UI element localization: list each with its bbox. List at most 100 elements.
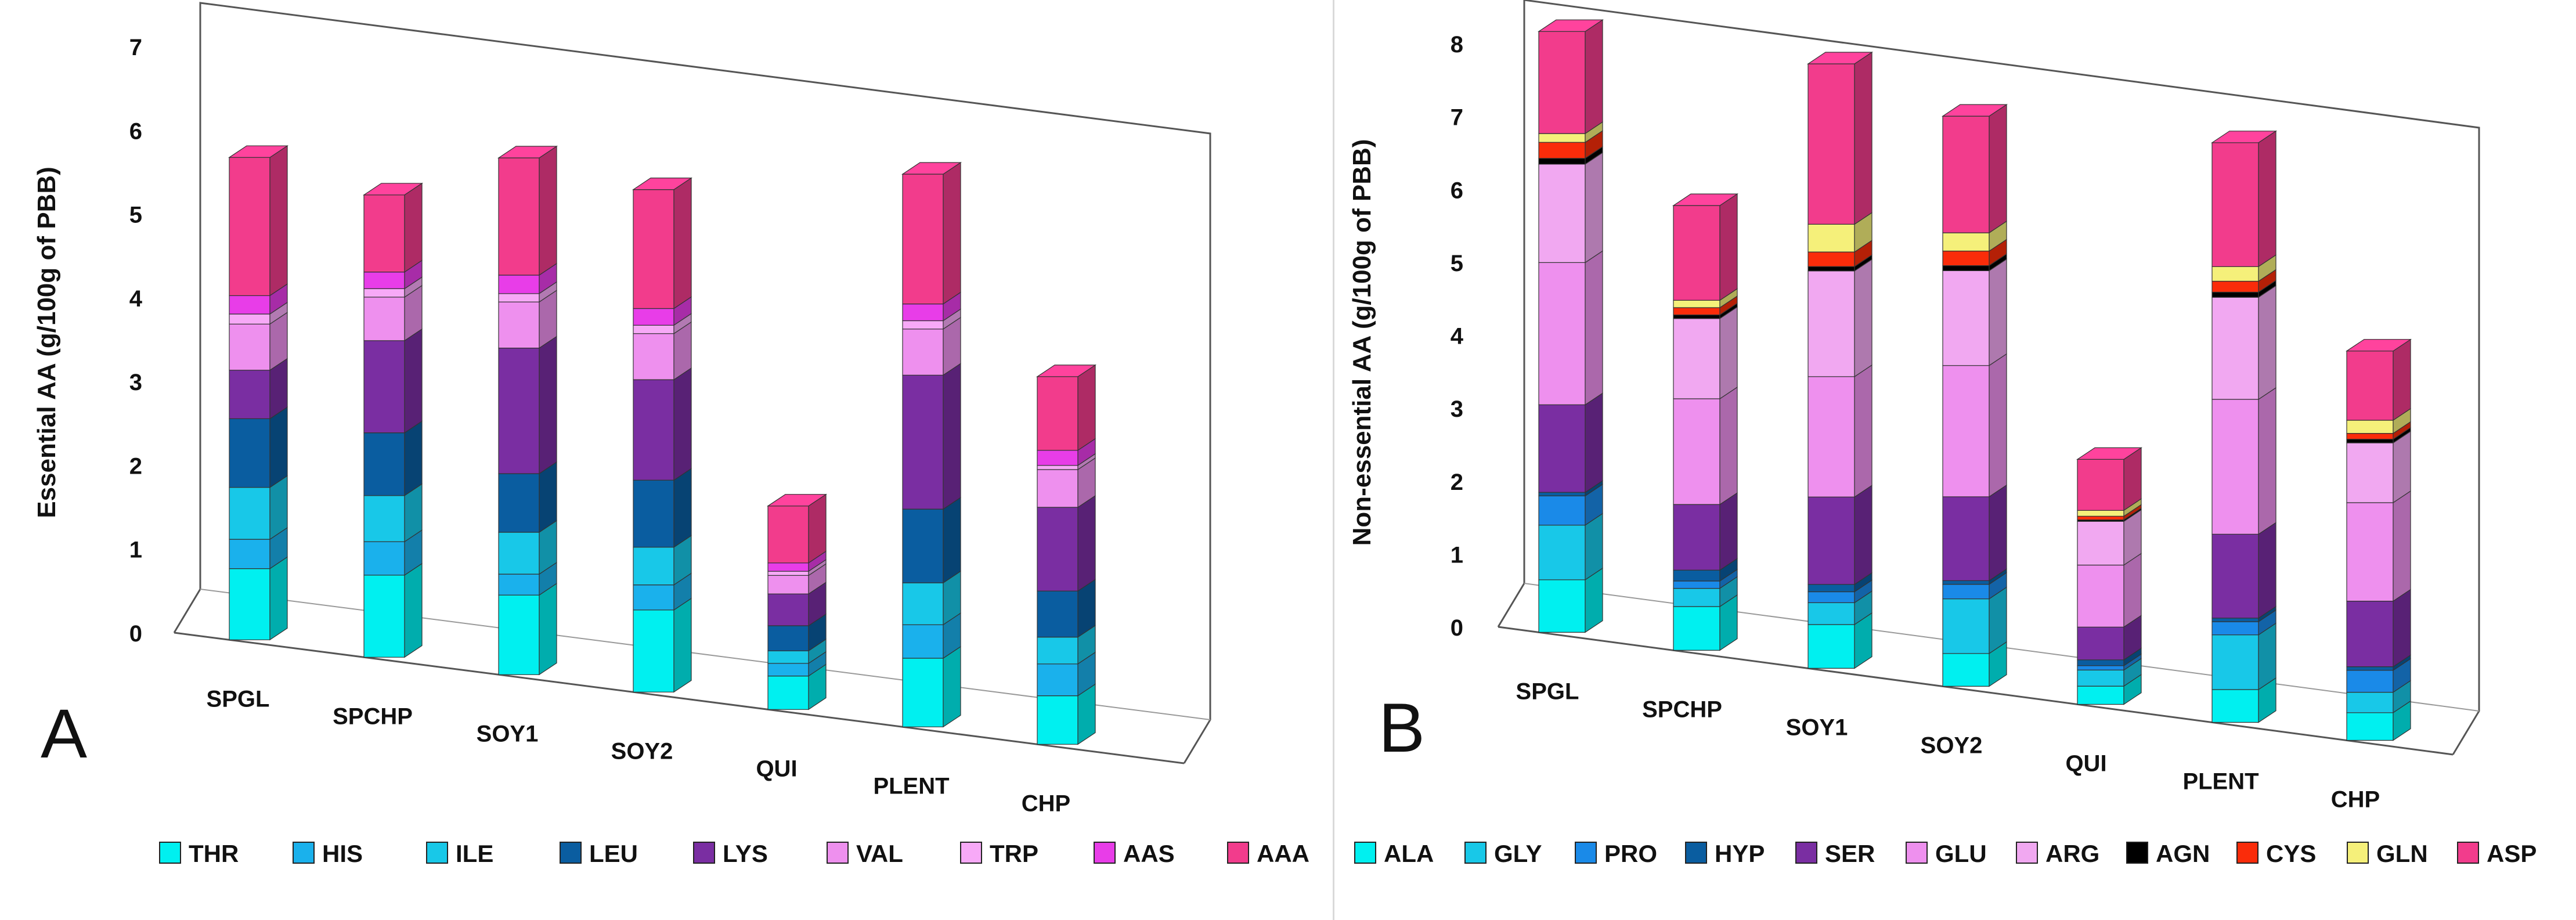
bar-segment-HIS <box>363 529 423 576</box>
bar-segment-THR <box>633 597 692 693</box>
y-tick-label: 4 <box>129 286 143 312</box>
legend-swatch <box>1685 842 1707 864</box>
bar-top <box>767 494 827 507</box>
x-tick-label: SPCHP <box>333 703 413 729</box>
bar-segment-AGN <box>2346 427 2411 444</box>
bar-segment-VAL <box>229 312 288 371</box>
bar-segment-LEU <box>363 420 423 496</box>
bar-PLENT <box>2211 130 2277 723</box>
legend-label: AAS <box>1123 840 1175 867</box>
y-tick-label: 6 <box>129 118 142 144</box>
bar-segment-HYP <box>1807 572 1873 593</box>
bar-segment-ILE <box>902 570 961 626</box>
y-tick-label: 1 <box>1451 542 1463 568</box>
bar-top <box>2076 447 2142 460</box>
legend-label: AAA <box>1257 840 1309 867</box>
legend-item-LEU: LEU <box>560 840 638 867</box>
bar-segment-SER <box>1807 485 1873 586</box>
bar-segment-SER <box>1538 392 1603 493</box>
bar-segment-ALA <box>2211 677 2276 723</box>
y-tick-label: 8 <box>1451 32 1463 57</box>
bar-segment-CYS <box>1942 239 2007 266</box>
y-tick-label: 5 <box>129 203 142 228</box>
x-tick-label: CHP <box>1022 791 1070 816</box>
legend-label: TRP <box>990 840 1038 867</box>
bar-segment-LYS <box>229 358 288 420</box>
legend-label: THR <box>189 840 239 867</box>
bar-segment-GLN <box>1942 220 2007 252</box>
legend-label: ALA <box>1384 840 1434 867</box>
bar-segment-LYS <box>363 328 423 434</box>
legend-swatch <box>1354 842 1376 864</box>
bar-segment-AAS <box>902 291 961 322</box>
bar-segment-GLY <box>2211 622 2276 691</box>
panel-a-letter: A <box>41 695 88 773</box>
bar-segment-LYS <box>1037 495 1096 592</box>
bar-top <box>363 183 423 196</box>
bar-segment-AAA <box>902 161 961 305</box>
legend-item-HYP: HYP <box>1685 840 1765 867</box>
y-tick-label: 2 <box>1451 470 1463 495</box>
bar-segment-LYS <box>767 582 827 627</box>
chart-frame <box>173 2 1211 764</box>
legend-swatch <box>159 842 181 864</box>
legend-item-ARG: ARG <box>2016 840 2099 867</box>
bar-segment-ASP <box>1538 19 1603 135</box>
bar-segment-AAA <box>767 493 827 564</box>
bar-segment-ARG <box>1538 151 1603 264</box>
legend-label: CYS <box>2266 840 2316 867</box>
y-tick-label: 7 <box>129 35 142 60</box>
bar-segment-HIS <box>1037 651 1096 697</box>
legend-label: LEU <box>589 840 638 867</box>
bar-segment-AAA <box>498 145 557 276</box>
bar-segment-SER <box>2211 522 2276 619</box>
bar-segment-ARG <box>1807 258 1873 378</box>
bar-segment-LYS <box>633 367 692 481</box>
bar-segment-AAA <box>363 182 423 273</box>
bar-segment-GLN <box>1807 212 1873 253</box>
bar-segment-GLN <box>1673 288 1738 309</box>
bar-segment-LYS <box>902 363 961 510</box>
y-tick-label: 2 <box>129 453 142 479</box>
bar-CHP <box>2346 338 2412 741</box>
bar-segment-THR <box>902 645 961 728</box>
bar-segment-TRP <box>902 308 961 330</box>
bar-segment-ALA <box>1538 567 1603 633</box>
bar-segment-GLU <box>1807 364 1873 498</box>
x-tick-label: SOY2 <box>611 738 673 764</box>
bar-segment-GLU <box>1942 353 2007 497</box>
x-tick-label: SOY2 <box>1921 733 1983 758</box>
legend-item-VAL: VAL <box>827 840 903 867</box>
bar-segment-ASP <box>2346 338 2411 421</box>
bar-segment-GLU <box>2346 490 2411 602</box>
bar-segment-ALA <box>1807 612 1873 669</box>
y-tick-label: 3 <box>129 370 142 395</box>
bar-segment-VAL <box>498 290 557 349</box>
bar-PLENT <box>901 161 962 728</box>
legend-swatch <box>2236 842 2258 864</box>
bar-segment-GLY <box>2077 658 2142 687</box>
y-tick-label: 6 <box>1451 178 1463 203</box>
y-axis-title: Non-essential AA (g/100g of PBB) <box>1348 139 1376 546</box>
legend-label: SER <box>1825 840 1875 867</box>
bar-segment-ARG <box>1673 306 1738 400</box>
legend-swatch <box>827 842 849 864</box>
bar-segment-AAS <box>498 262 557 294</box>
x-tick-label: SOY1 <box>477 721 539 746</box>
bar-segment-ILE <box>229 475 288 540</box>
legend-swatch <box>2457 842 2479 864</box>
bar-segment-TRP <box>229 301 288 325</box>
bar-segment-GLU <box>1538 250 1603 406</box>
legend-item-ILE: ILE <box>426 840 493 867</box>
x-tick-label: SPGL <box>207 686 270 712</box>
bar-segment-AAS <box>363 259 423 290</box>
bar-segment-AAS <box>229 283 288 315</box>
y-tick-label: 5 <box>1451 251 1463 276</box>
bar-segment-VAL <box>1037 457 1096 508</box>
x-tick-label: PLENT <box>873 773 949 799</box>
bar-QUI <box>2076 447 2142 705</box>
bar-SPGL <box>228 145 288 641</box>
bar-segment-THR <box>229 556 288 641</box>
legend-label: GLU <box>1935 840 1987 867</box>
bar-segment-ALA <box>2077 673 2142 705</box>
